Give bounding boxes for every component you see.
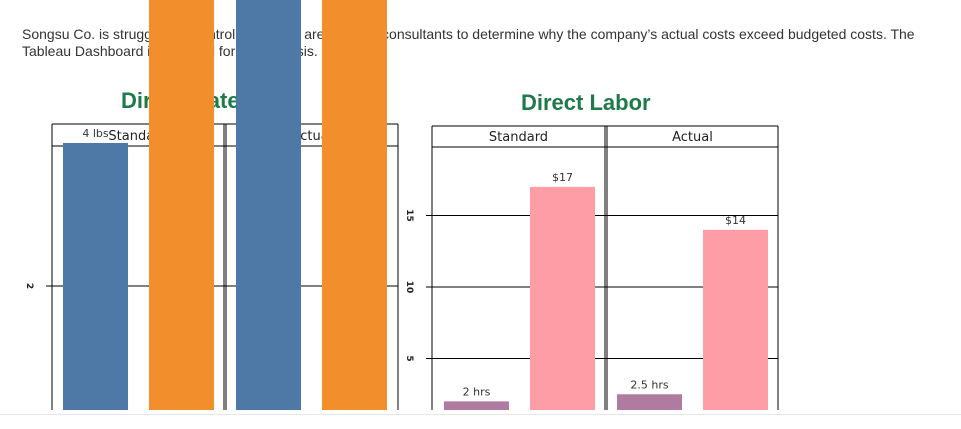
direct-labor-title: Direct Labor [521, 90, 651, 115]
bottom-divider [0, 414, 961, 415]
labor-data-label-actual-price: $14 [725, 214, 746, 227]
materials-y-tick-label: 2 [24, 283, 34, 289]
labor-panel-header-actual: Actual [672, 130, 713, 145]
labor-bar-actual-price [703, 229, 768, 410]
labor-y-tick-label: 5 [404, 355, 414, 361]
materials-bar-actual-quantity [236, 0, 301, 410]
labor-y-tick-label: 15 [404, 209, 414, 222]
labor-bar-standard-quantity [444, 401, 509, 410]
materials-data-label-standard-quantity: 4 lbs [82, 127, 109, 140]
materials-bar-standard-quantity [63, 143, 128, 410]
labor-bar-standard-price [530, 186, 595, 410]
labor-panel-header-standard: Standard [489, 130, 548, 145]
labor-data-label-standard-quantity: 2 hrs [463, 385, 491, 398]
labor-data-label-actual-quantity: 2.5 hrs [630, 378, 668, 391]
labor-y-tick-label: 10 [404, 281, 414, 294]
labor-bar-actual-quantity [617, 394, 682, 410]
labor-data-label-standard-price: $17 [552, 171, 573, 184]
materials-bar-standard-price [149, 0, 214, 410]
materials-bar-actual-price [322, 0, 387, 410]
